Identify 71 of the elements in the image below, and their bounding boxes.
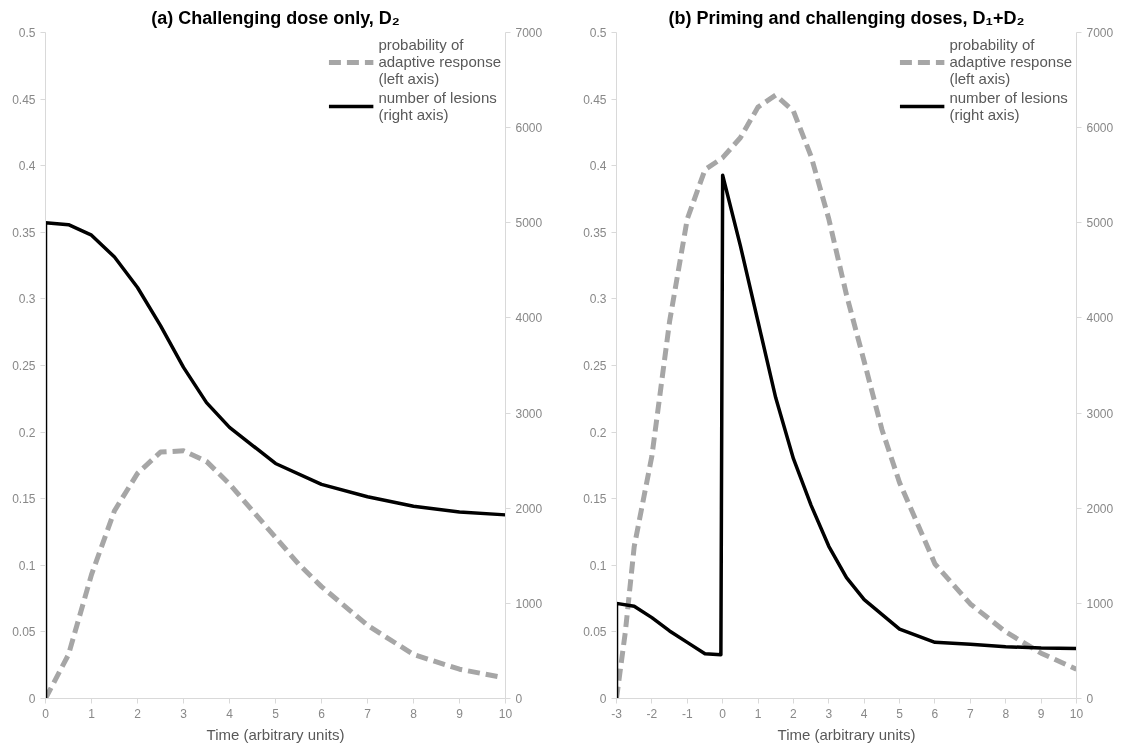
y2-tick-label: 4000 <box>515 311 543 326</box>
legend-label: number of lesions (right axis) <box>378 89 497 123</box>
x-tick-label: 3 <box>180 706 188 721</box>
y-tick-label: 0.45 <box>583 92 607 107</box>
x-tick-label: 4 <box>860 706 868 721</box>
y2-tick-label: 2000 <box>515 501 543 516</box>
y-tick-label: 0.1 <box>18 558 36 573</box>
y-tick-label: 0.35 <box>12 225 36 240</box>
x-tick-label: 6 <box>318 706 326 721</box>
y-tick-label: 0.15 <box>583 492 607 507</box>
y-tick-label: 0 <box>599 692 607 706</box>
x-tick-label: 8 <box>1002 706 1010 721</box>
y-tick-label: 0.2 <box>589 425 607 440</box>
x-tick-label: 2 <box>134 706 142 721</box>
x-tick-label: 6 <box>931 706 939 721</box>
y-tick-label: 0.25 <box>583 359 607 373</box>
chart-title: (b) Priming and challenging doses, D₁+D₂ <box>668 7 1025 28</box>
y2-tick-label: 1000 <box>1086 596 1114 611</box>
legend-label: probability of adaptive response (left axis) <box>949 36 1072 87</box>
x-tick-label: 0 <box>42 706 50 721</box>
x-tick-label: 1 <box>88 706 96 721</box>
y-tick-label: 0.4 <box>18 159 36 174</box>
y-tick-label: 0.35 <box>583 225 607 240</box>
x-tick-label: 9 <box>1037 706 1045 721</box>
y2-tick-label: 7000 <box>515 26 543 40</box>
x-tick-label: -3 <box>611 706 623 721</box>
y2-tick-label: 3000 <box>1086 406 1114 421</box>
y2-tick-label: 7000 <box>1086 26 1114 40</box>
x-tick-label: 5 <box>896 706 904 721</box>
chart-title: (a) Challenging dose only, D₂ <box>151 7 400 28</box>
x-tick-label: -1 <box>681 706 693 721</box>
y2-tick-label: 4000 <box>1086 311 1114 326</box>
y-tick-label: 0.1 <box>589 558 607 573</box>
x-tick-label: 2 <box>790 706 798 721</box>
y-tick-label: 0.2 <box>18 425 36 440</box>
y2-tick-label: 6000 <box>1086 121 1114 136</box>
x-tick-label: 7 <box>364 706 372 721</box>
y-tick-label: 0.3 <box>589 292 607 307</box>
y-tick-label: 0.3 <box>18 292 36 307</box>
legend-label: number of lesions (right axis) <box>949 89 1068 123</box>
y-tick-label: 0.05 <box>583 625 607 640</box>
y-tick-label: 0.15 <box>12 492 36 507</box>
x-tick-label: 0 <box>719 706 727 721</box>
x-tick-label: 8 <box>410 706 418 721</box>
x-tick-label: 3 <box>825 706 833 721</box>
y2-tick-label: 5000 <box>515 216 543 231</box>
x-tick-label: 1 <box>754 706 762 721</box>
y-tick-label: 0.4 <box>589 159 607 174</box>
legend-label: probability of adaptive response (left axis) <box>378 36 501 87</box>
y2-tick-label: 0 <box>515 692 523 706</box>
y-tick-label: 0 <box>28 692 36 706</box>
x-tick-label: -2 <box>646 706 658 721</box>
x-tick-label: 9 <box>456 706 464 721</box>
x-tick-label: 10 <box>1069 706 1084 721</box>
y-tick-label: 0.5 <box>589 26 607 40</box>
y2-tick-label: 5000 <box>1086 216 1114 231</box>
x-tick-label: 5 <box>272 706 280 721</box>
y2-tick-label: 0 <box>1086 692 1094 706</box>
y2-tick-label: 6000 <box>515 121 543 136</box>
y-tick-label: 0.5 <box>18 26 36 40</box>
y-tick-label: 0.05 <box>12 625 36 640</box>
x-tick-label: 4 <box>226 706 234 721</box>
y2-tick-label: 2000 <box>1086 501 1114 516</box>
x-axis-title: Time (arbitrary units) <box>777 725 916 743</box>
y-tick-label: 0.45 <box>12 92 36 107</box>
y2-tick-label: 3000 <box>515 406 543 421</box>
x-tick-label: 7 <box>967 706 975 721</box>
x-axis-title: Time (arbitrary units) <box>206 725 345 743</box>
x-tick-label: 10 <box>498 706 513 721</box>
y2-tick-label: 1000 <box>515 596 543 611</box>
y-tick-label: 0.25 <box>12 359 36 373</box>
